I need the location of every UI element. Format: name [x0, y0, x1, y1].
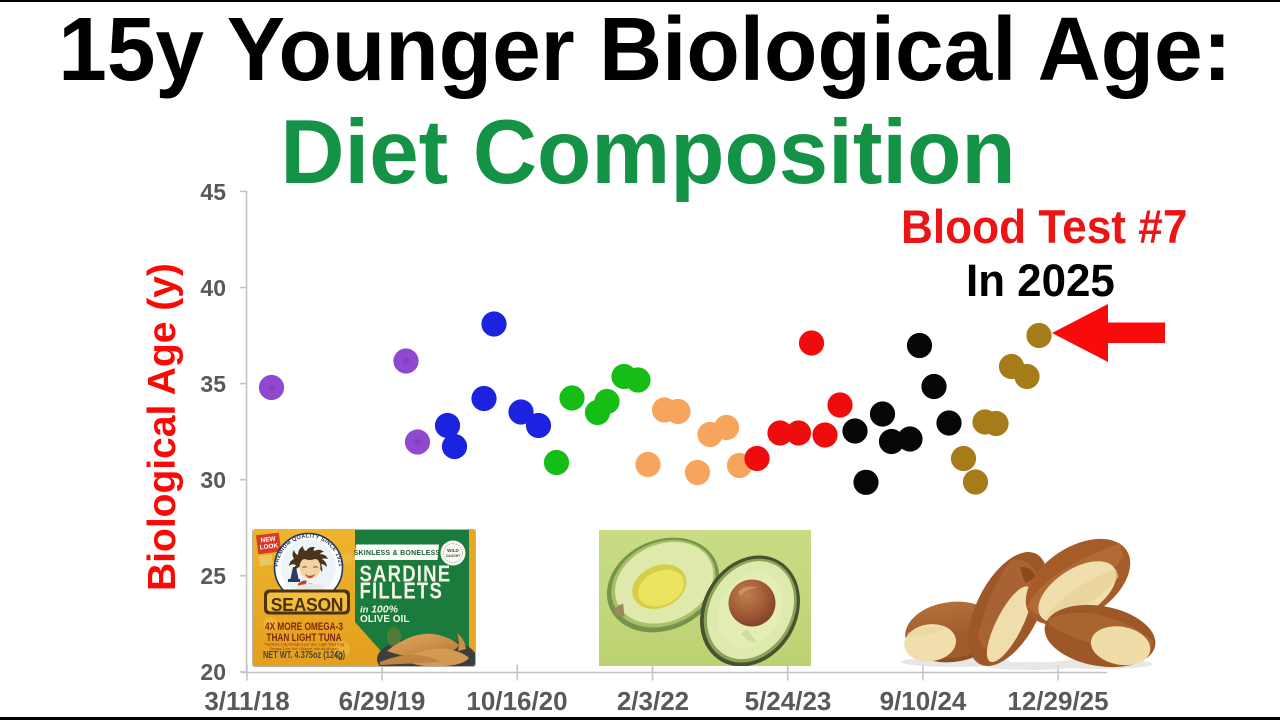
svg-text:*Sardines 1.9g Omega-3 per 3oz: *Sardines 1.9g Omega-3 per 3oz., Light T… — [264, 643, 344, 647]
svg-text:LOOK: LOOK — [259, 542, 279, 551]
svg-text:SEASON: SEASON — [271, 594, 343, 616]
svg-text:WILD: WILD — [447, 548, 459, 553]
svg-text:FILLETS: FILLETS — [360, 579, 444, 605]
svg-text:OLIVE OIL: OLIVE OIL — [360, 614, 409, 625]
svg-text:in 100%: in 100% — [360, 604, 399, 616]
svg-text:SKINLESS & BONELESS: SKINLESS & BONELESS — [354, 550, 441, 557]
svg-text:NET WT. 4.375oz (124g): NET WT. 4.375oz (124g) — [263, 649, 345, 660]
svg-text:THAN LIGHT TUNA: THAN LIGHT TUNA — [266, 632, 341, 644]
svg-text:NEW: NEW — [260, 535, 277, 544]
svg-text:CAUGHT: CAUGHT — [446, 554, 461, 558]
svg-text:SARDINE: SARDINE — [360, 561, 452, 587]
svg-text:4X MORE OMEGA-3: 4X MORE OMEGA-3 — [265, 621, 343, 633]
svg-text:Omega-3 per 3oz. (Source: ods.: Omega-3 per 3oz. (Source: ods.od.nih.gov… — [269, 647, 338, 651]
